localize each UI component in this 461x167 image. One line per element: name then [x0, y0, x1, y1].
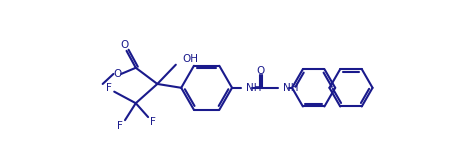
Text: O: O [113, 69, 121, 79]
Text: F: F [106, 83, 112, 93]
Text: O: O [121, 40, 129, 50]
Text: O: O [256, 66, 265, 76]
Text: NH: NH [246, 83, 261, 93]
Text: OH: OH [182, 54, 198, 64]
Text: F: F [150, 117, 156, 127]
Text: NH: NH [283, 83, 298, 93]
Text: F: F [118, 121, 123, 131]
